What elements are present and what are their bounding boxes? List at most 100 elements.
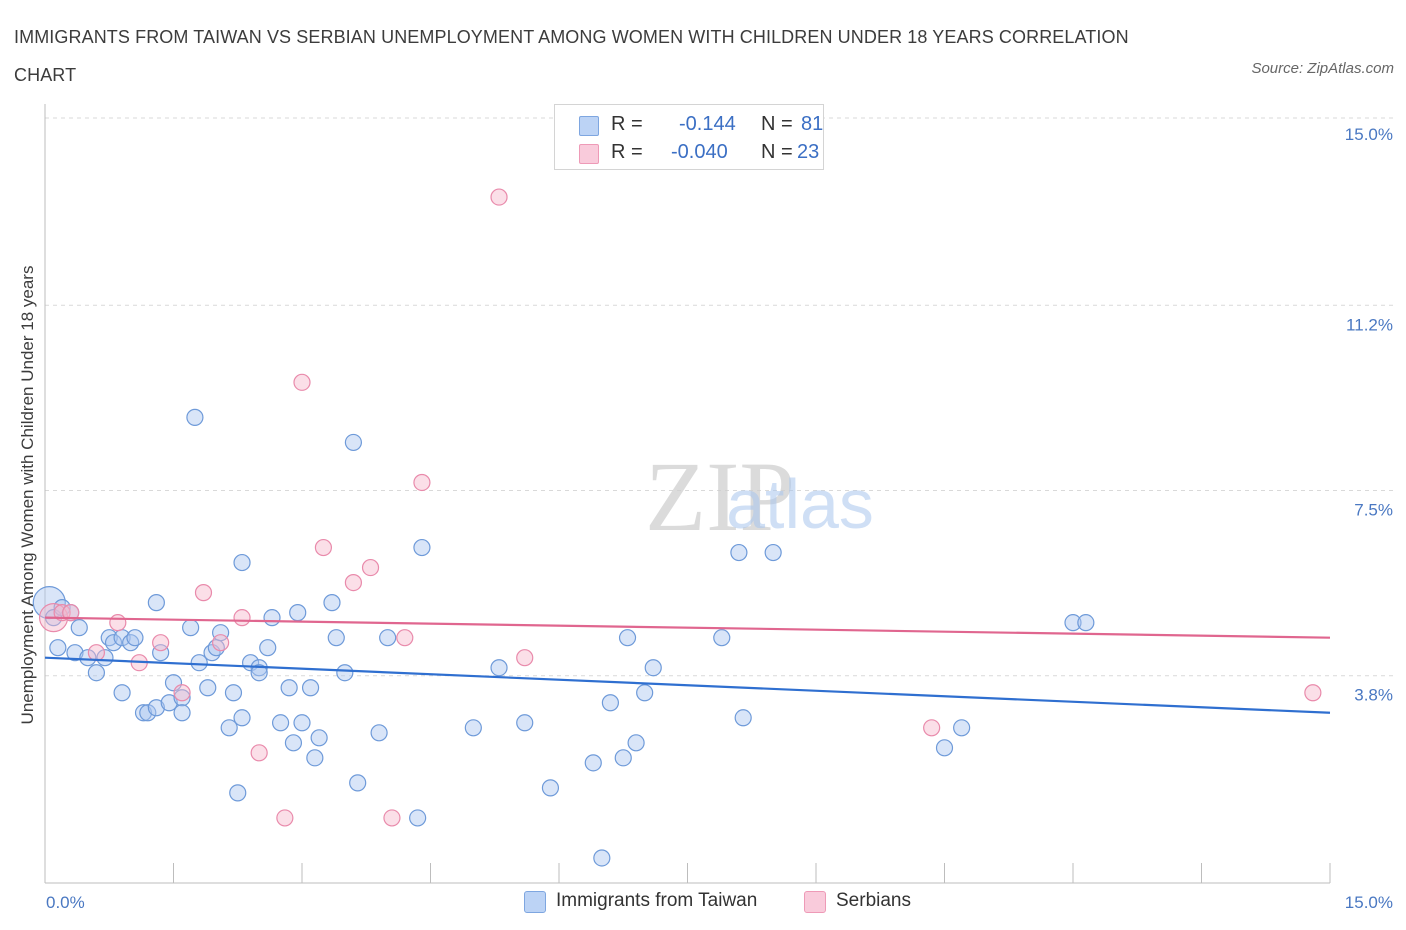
taiwan-point	[126, 629, 144, 647]
taiwan-point	[636, 684, 654, 702]
taiwan-trend-line	[44, 656, 1331, 714]
taiwan-point	[220, 719, 238, 737]
x-tick-label-min: 0.0%	[46, 893, 85, 912]
source-label: Source: ZipAtlas.com	[1251, 60, 1394, 77]
serbians-point	[344, 573, 362, 592]
r-label: R =	[611, 113, 643, 135]
taiwan-point	[79, 649, 97, 667]
taiwan-point	[284, 734, 303, 752]
taiwan-point	[173, 689, 191, 707]
taiwan-point	[233, 709, 251, 727]
taiwan-point	[280, 679, 298, 697]
series-legend: Immigrants from Taiwan Serbians	[0, 888, 1406, 918]
serbians-trend-line	[44, 616, 1331, 639]
taiwan-point	[379, 629, 397, 647]
taiwan-point	[87, 664, 106, 682]
serbians-point	[383, 809, 401, 827]
axes	[44, 104, 1331, 884]
taiwan-point	[96, 649, 114, 667]
taiwan-point	[516, 714, 534, 732]
serbians-point	[62, 604, 80, 622]
trend-lines	[44, 616, 1331, 714]
taiwan-point	[614, 749, 632, 767]
taiwan-point	[644, 659, 662, 677]
taiwan-point	[323, 594, 341, 612]
y-tick-label: 11.2%	[1346, 315, 1393, 334]
taiwan-point	[186, 408, 204, 426]
y-tick-label: 15.0%	[1345, 125, 1393, 144]
taiwan-point	[293, 714, 311, 732]
taiwan-legend-label: Immigrants from Taiwan	[556, 890, 758, 911]
serbians-point	[413, 473, 431, 492]
x-tick-label-max: 15.0%	[1345, 893, 1393, 912]
r-value: -0.144	[679, 113, 736, 135]
taiwan-point	[147, 594, 165, 612]
taiwan-point	[301, 679, 320, 697]
taiwan-point	[139, 704, 157, 722]
taiwan-point	[152, 644, 170, 662]
serbians-point	[212, 634, 230, 652]
taiwan-point	[413, 538, 431, 557]
watermark-atlas: atlas	[726, 465, 874, 543]
taiwan-point	[70, 619, 88, 637]
taiwan-point	[259, 639, 277, 657]
taiwan-point	[593, 849, 611, 867]
serbians-legend-label: Serbians	[836, 890, 911, 911]
serbians-point	[152, 634, 170, 652]
serbians-point	[361, 558, 380, 577]
serbians-point	[233, 609, 251, 627]
y-tick-label: 3.8%	[1354, 686, 1393, 705]
grid-lines	[45, 117, 1394, 677]
n-value: 81	[801, 113, 824, 135]
serbians-point	[293, 373, 311, 391]
taiwan-point	[190, 654, 208, 672]
serbians-point	[276, 809, 294, 827]
taiwan-point	[541, 779, 560, 797]
y-tick-label: 7.5%	[1354, 501, 1393, 520]
serbians-point	[194, 584, 213, 602]
serbians-point	[516, 649, 534, 667]
taiwan-point	[713, 629, 731, 647]
taiwan-point	[627, 734, 645, 752]
taiwan-point	[464, 719, 482, 737]
r-value: -0.040	[671, 141, 728, 163]
n-label: N =	[761, 141, 793, 163]
taiwan-point	[104, 634, 123, 652]
taiwan-point	[618, 629, 637, 647]
taiwan-point	[229, 784, 247, 802]
taiwan-point	[344, 433, 362, 452]
watermark-zip: ZIP	[645, 441, 795, 552]
serbians-point	[923, 719, 941, 737]
r-label: R =	[611, 141, 643, 163]
serbians-point	[396, 629, 414, 647]
taiwan-point	[310, 729, 328, 747]
taiwan-point	[212, 624, 230, 642]
taiwan-point	[66, 644, 84, 662]
taiwan-point	[263, 609, 281, 627]
taiwan-point	[734, 709, 752, 727]
taiwan-point	[584, 754, 602, 772]
serbians-point	[250, 744, 268, 762]
taiwan-point	[289, 604, 307, 622]
taiwan-point	[935, 739, 954, 757]
taiwan-point	[182, 619, 200, 637]
serbians-point	[109, 614, 127, 632]
taiwan-point	[199, 679, 217, 697]
taiwan-swatch	[579, 116, 599, 136]
taiwan-point	[1064, 614, 1082, 632]
serbians-point	[87, 644, 106, 662]
n-label: N =	[761, 113, 793, 135]
taiwan-point	[134, 704, 153, 722]
taiwan-point	[113, 684, 131, 702]
serbians-point	[314, 538, 333, 557]
serbians-point	[1304, 684, 1322, 702]
taiwan-point	[306, 749, 324, 767]
taiwan-point	[490, 659, 508, 677]
taiwan-point	[349, 774, 367, 792]
taiwan-point	[250, 664, 268, 682]
taiwan-point	[730, 543, 748, 562]
taiwan-point	[764, 543, 782, 562]
taiwan-point	[953, 719, 971, 737]
taiwan-point	[233, 553, 251, 572]
